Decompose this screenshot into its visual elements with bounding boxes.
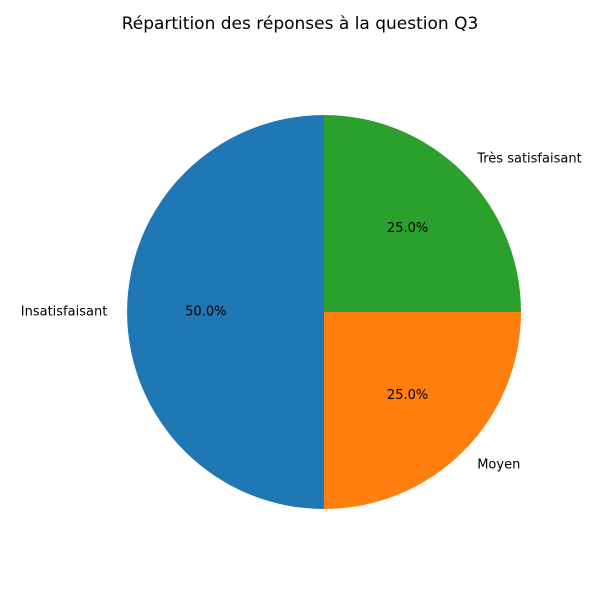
slice-percent-tres-satisfaisant: 25.0% — [387, 221, 428, 236]
pie-slice-moyen — [324, 312, 521, 509]
slice-percent-insatisfaisant: 50.0% — [185, 305, 226, 320]
pie-slice-tres-satisfaisant — [324, 115, 521, 312]
slice-label-insatisfaisant: Insatisfaisant — [21, 305, 108, 320]
pie-slice-insatisfaisant — [127, 115, 325, 509]
chart-title: Répartition des réponses à la question Q… — [121, 14, 479, 34]
slice-label-tres-satisfaisant: Très satisfaisant — [476, 151, 581, 166]
slice-percent-moyen: 25.0% — [387, 388, 428, 403]
slice-label-moyen: Moyen — [477, 458, 520, 473]
